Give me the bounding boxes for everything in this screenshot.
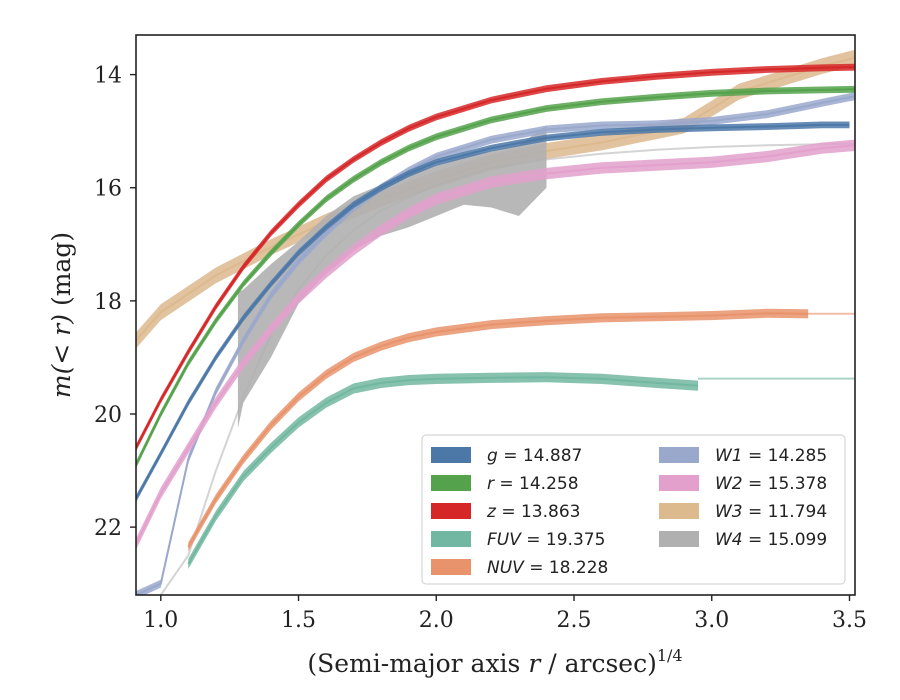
legend-label-w3: W3 = 11.794 bbox=[715, 502, 827, 522]
legend-swatch-fuv bbox=[431, 531, 471, 547]
legend-swatch-g bbox=[431, 447, 471, 463]
legend-label-nuv: NUV = 18.228 bbox=[487, 558, 608, 578]
legend-swatch-w4 bbox=[659, 531, 699, 547]
legend-label-g: g = 14.887 bbox=[487, 446, 582, 466]
x-axis-label-prefix: (Semi-major axis bbox=[307, 649, 528, 678]
legend-frame bbox=[421, 434, 846, 585]
series-layer bbox=[136, 49, 855, 595]
series-z-line bbox=[136, 66, 855, 449]
series-w3-line bbox=[136, 56, 855, 342]
legend-swatch-w3 bbox=[659, 503, 699, 519]
x-tick-label: 3.5 bbox=[832, 608, 867, 633]
x-tick-label: 2.5 bbox=[557, 608, 592, 633]
x-tick-label: 3.0 bbox=[694, 608, 729, 633]
legend-label-z: z = 13.863 bbox=[486, 502, 580, 522]
y-tick-label: 16 bbox=[94, 177, 122, 202]
x-tick-label: 2.0 bbox=[419, 608, 454, 633]
x-axis-label-var: r bbox=[528, 649, 542, 678]
series-fuv-line bbox=[187, 376, 699, 565]
series-r-line bbox=[136, 88, 855, 466]
y-tick-label: 14 bbox=[94, 64, 122, 89]
legend-label-r: r = 14.258 bbox=[487, 474, 579, 494]
x-axis-label-exponent: 1/4 bbox=[657, 646, 683, 665]
y-axis-label-inner: (< r) bbox=[47, 314, 76, 374]
legend-label-fuv: FUV = 19.375 bbox=[487, 530, 605, 550]
x-axis-label: (Semi-major axis r / arcsec)1/4 bbox=[307, 646, 682, 678]
legend-swatch-r bbox=[431, 475, 471, 491]
legend-swatch-w2 bbox=[659, 475, 699, 491]
x-tick-label: 1.0 bbox=[143, 608, 178, 633]
y-axis-label-main: m bbox=[47, 374, 76, 398]
y-tick-label: 20 bbox=[94, 403, 122, 428]
y-tick-label: 22 bbox=[94, 516, 122, 541]
x-axis-label-suffix: / arcsec) bbox=[540, 649, 657, 678]
x-tick-label: 1.5 bbox=[281, 608, 316, 633]
y-axis-label: m(< r) (mag) bbox=[47, 232, 76, 398]
legend-swatch-w1 bbox=[659, 447, 699, 463]
series-w4-band bbox=[237, 125, 547, 429]
legend-label-w1: W1 = 14.285 bbox=[715, 446, 827, 466]
legend-swatch-z bbox=[431, 503, 471, 519]
y-axis-label-unit: (mag) bbox=[47, 232, 76, 314]
legend-swatch-nuv bbox=[431, 559, 471, 575]
legend-label-w4: W4 = 15.099 bbox=[715, 530, 827, 550]
series-w2-line bbox=[136, 144, 855, 545]
axis-layer: 1.0 1.5 2.0 2.5 3.0 3.5 14 16 18 20 22 bbox=[94, 64, 867, 633]
y-tick-label: 18 bbox=[94, 290, 122, 315]
legend: g = 14.887 r = 14.258 z = 13.863 FUV = 19.3… bbox=[421, 434, 846, 585]
legend-label-w2: W2 = 15.378 bbox=[715, 474, 827, 494]
plot-frame bbox=[135, 34, 856, 596]
series-nuv-line bbox=[187, 312, 809, 548]
series-g-line bbox=[136, 123, 850, 500]
